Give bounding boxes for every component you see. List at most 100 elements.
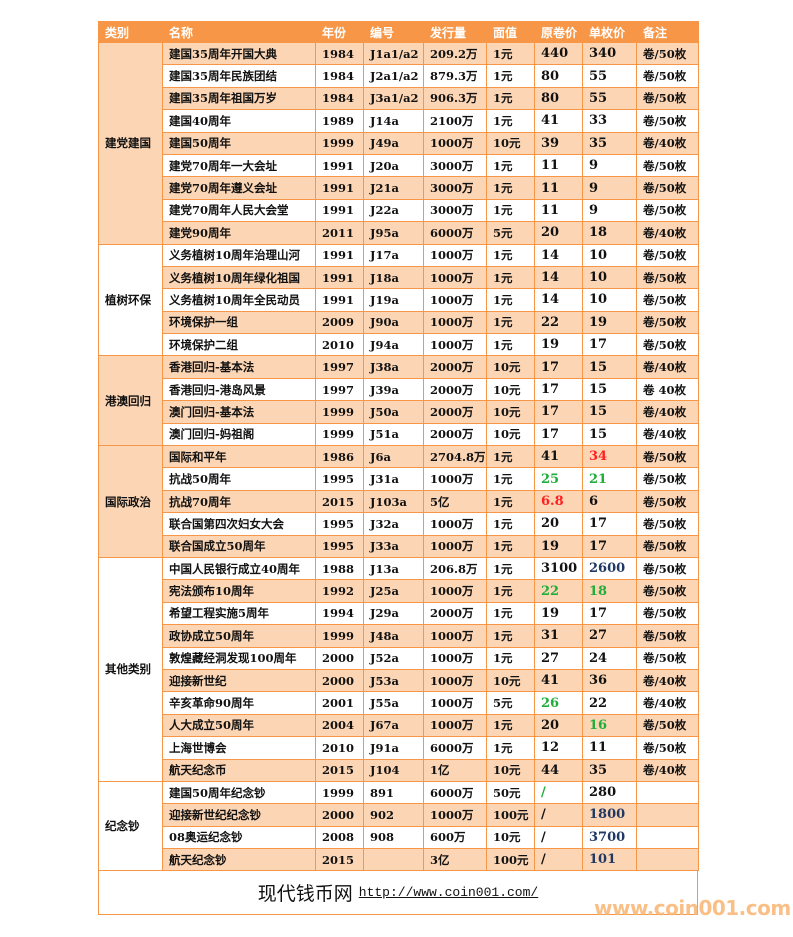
- table-row: 联合国第四次妇女大会 1995 J32a 1000万 1元 20 17 卷/50枚: [99, 512, 699, 536]
- year-cell: 2000: [315, 646, 364, 670]
- face-cell: 1元: [486, 176, 535, 200]
- unit-cell: 33: [582, 109, 637, 133]
- roll-cell: 22: [534, 579, 583, 603]
- name-cell: 航天纪念钞: [162, 848, 316, 872]
- name-cell: 建党70周年人民大会堂: [162, 198, 316, 223]
- code-cell: J25a: [363, 579, 424, 603]
- category-cell: 建党建国: [98, 42, 163, 245]
- face-cell: 5元: [486, 221, 535, 245]
- issue-cell: 2100万: [423, 109, 487, 133]
- footer: 现代钱币网 http://www.coin001.com/: [98, 871, 698, 916]
- site-url-link[interactable]: http://www.coin001.com/: [358, 885, 539, 901]
- face-cell: 5元: [486, 691, 535, 715]
- face-cell: 1元: [486, 243, 535, 267]
- code-cell: J19a: [363, 288, 424, 312]
- code-cell: J38a: [363, 355, 424, 379]
- roll-cell: 20: [534, 221, 583, 245]
- note-cell: 卷/50枚: [636, 288, 699, 312]
- year-cell: 1997: [315, 377, 364, 402]
- name-cell: 国际和平年: [162, 445, 316, 469]
- note-cell: [636, 780, 699, 805]
- roll-cell: 11: [534, 198, 583, 223]
- face-cell: 1元: [486, 624, 535, 648]
- year-cell: 2009: [315, 310, 364, 335]
- code-cell: J95a: [363, 221, 424, 245]
- table-row: 希望工程实施5周年 1994 J29a 2000万 1元 19 17 卷/50枚: [99, 601, 699, 626]
- face-cell: 1元: [486, 512, 535, 536]
- code-cell: J14a: [363, 109, 424, 133]
- year-cell: 1991: [315, 243, 364, 267]
- name-cell: 义务植树10周年全民动员: [162, 288, 316, 312]
- year-cell: 2015: [315, 489, 364, 514]
- code-cell: J55a: [363, 691, 424, 715]
- table-row: 抗战70周年 2015 J103a 5亿 1元 6.8 6 卷/50枚: [99, 489, 699, 514]
- table-row: 08奥运纪念钞 2008 908 600万 10元/3700: [99, 825, 699, 850]
- name-cell: 澳门回归-妈祖阁: [162, 422, 316, 447]
- issue-cell: 209.2万: [423, 41, 487, 66]
- code-cell: J67a: [363, 713, 424, 738]
- unit-cell: 22: [582, 691, 637, 715]
- issue-cell: 1000万: [423, 265, 487, 290]
- unit-cell: 17: [582, 534, 637, 558]
- year-cell: 1999: [315, 624, 364, 648]
- unit-cell: 15: [582, 355, 637, 379]
- roll-cell: 17: [534, 400, 583, 424]
- table-row: 建党70周年遵义会址 1991 J21a 3000万 1元 11 9 卷/50枚: [99, 176, 699, 200]
- face-cell: 100元: [486, 848, 535, 872]
- roll-cell: 20: [534, 713, 583, 738]
- roll-cell: 17: [534, 422, 583, 447]
- year-cell: 2010: [315, 736, 364, 760]
- unit-cell: 10: [582, 288, 637, 312]
- issue-cell: 1000万: [423, 333, 487, 357]
- table-row: 建党70周年人民大会堂 1991 J22a 3000万 1元 11 9 卷/50枚: [99, 198, 699, 223]
- code-cell: J6a: [363, 445, 424, 469]
- face-cell: 1元: [486, 310, 535, 335]
- face-cell: 1元: [486, 198, 535, 223]
- code-cell: J51a: [363, 422, 424, 447]
- face-cell: 1元: [486, 153, 535, 178]
- unit-cell: 36: [582, 668, 637, 693]
- unit-cell: 19: [582, 310, 637, 335]
- issue-cell: 879.3万: [423, 64, 487, 88]
- unit-cell: 16: [582, 713, 637, 738]
- roll-cell: 41: [534, 445, 583, 469]
- table-row: 航天纪念币 2015 J104 1亿 10元 44 35 卷/40枚: [99, 758, 699, 782]
- roll-cell: 27: [534, 646, 583, 670]
- year-cell: 1991: [315, 153, 364, 178]
- code-cell: J91a: [363, 736, 424, 760]
- name-cell: 辛亥革命90周年: [162, 691, 316, 715]
- table-row: 建国50周年 1999 J49a 1000万 10元 39 35 卷/40枚: [99, 131, 699, 155]
- unit-cell: 24: [582, 646, 637, 670]
- roll-cell: /: [534, 825, 583, 850]
- face-cell: 100元: [486, 803, 535, 827]
- code-cell: J53a: [363, 668, 424, 693]
- note-cell: 卷/40枚: [636, 758, 699, 782]
- category-cell: 植树环保: [98, 243, 163, 357]
- category-cell: 其他类别: [98, 556, 163, 782]
- table-row: 建国40周年 1989 J14a 2100万 1元 41 33 卷/50枚: [99, 109, 699, 133]
- code-cell: 902: [363, 803, 424, 827]
- table-row: 迎接新世纪 2000 J53a 1000万 10元 41 36 卷/40枚: [99, 668, 699, 693]
- face-cell: 1元: [486, 265, 535, 290]
- table-row: 建国35周年祖国万岁 1984 J3a1/a2 906.3万 1元 80 55 卷/50枚: [99, 86, 699, 111]
- issue-cell: 1000万: [423, 713, 487, 738]
- issue-cell: 2000万: [423, 422, 487, 447]
- note-cell: 卷/50枚: [636, 109, 699, 133]
- issue-cell: 906.3万: [423, 86, 487, 111]
- header-note: 备注: [636, 21, 699, 43]
- issue-cell: 6000万: [423, 780, 487, 805]
- name-cell: 义务植树10周年绿化祖国: [162, 265, 316, 290]
- code-cell: J3a1/a2: [363, 86, 424, 111]
- note-cell: [636, 848, 699, 872]
- code-cell: J22a: [363, 198, 424, 223]
- header-category: 类别: [98, 21, 163, 43]
- name-cell: 联合国第四次妇女大会: [162, 512, 316, 536]
- table-row: 澳门回归-基本法 1999 J50a 2000万 10元 17 15 卷/40枚: [99, 400, 699, 424]
- face-cell: 10元: [486, 400, 535, 424]
- name-cell: 香港回归-基本法: [162, 355, 316, 379]
- issue-cell: 1000万: [423, 579, 487, 603]
- header-name: 名称: [162, 21, 316, 43]
- year-cell: 2008: [315, 825, 364, 850]
- issue-cell: 206.8万: [423, 556, 487, 581]
- name-cell: 香港回归-港岛风景: [162, 377, 316, 402]
